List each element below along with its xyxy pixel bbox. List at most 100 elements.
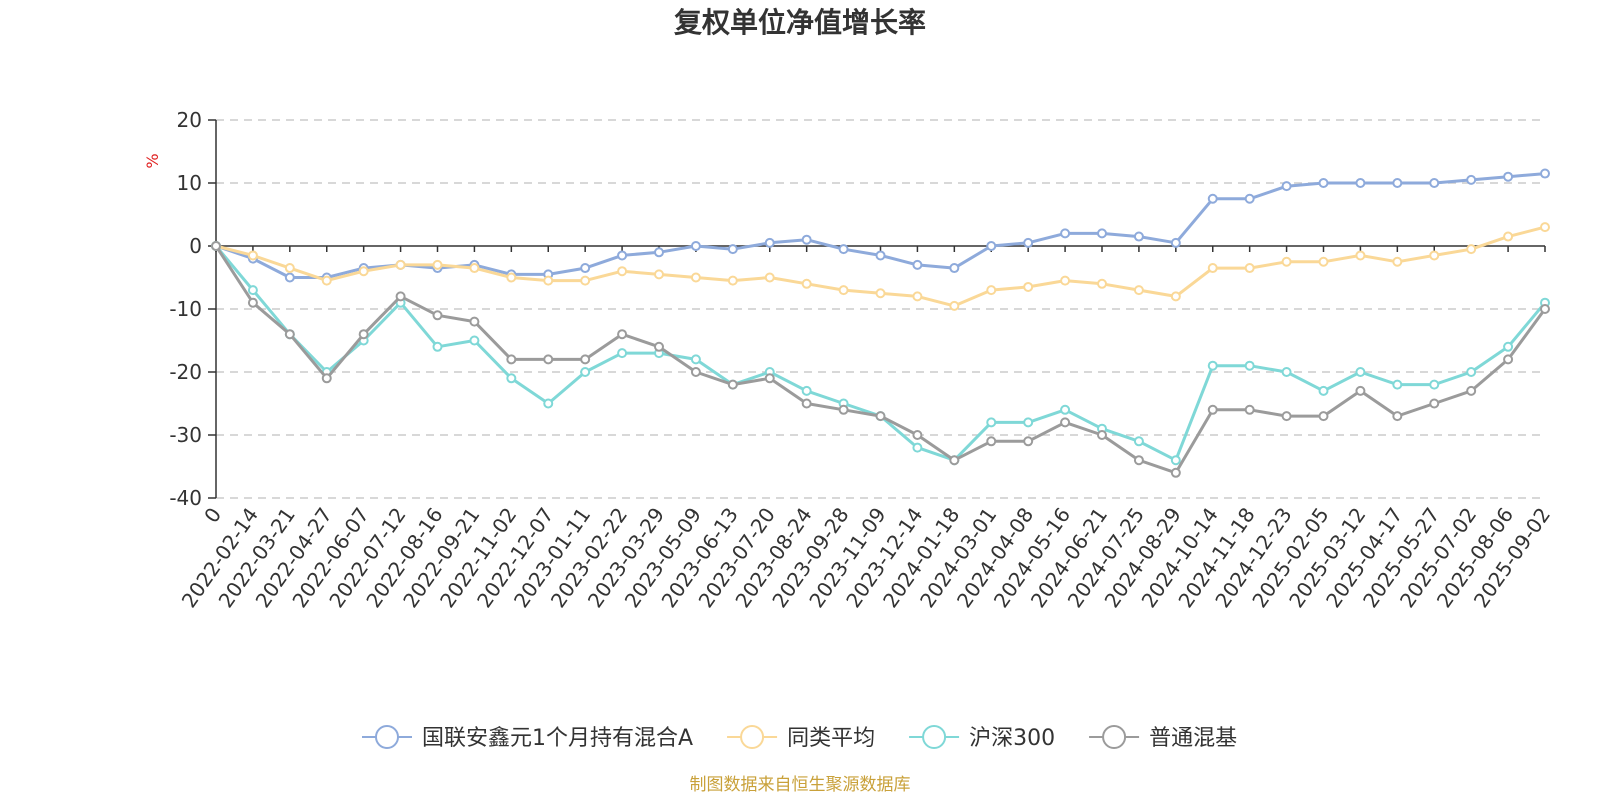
data-point — [284, 263, 295, 274]
legend-label: 沪深300 — [969, 726, 1055, 751]
data-point — [654, 247, 664, 258]
legend-item[interactable]: 沪深300 — [909, 725, 1055, 751]
data-point — [764, 272, 775, 283]
data-point — [1540, 304, 1550, 314]
y-tick-label: -40 — [169, 486, 202, 510]
data-point — [1318, 256, 1329, 267]
data-point — [432, 310, 443, 321]
data-point — [1429, 178, 1440, 188]
data-point — [1060, 228, 1071, 239]
data-point — [211, 241, 221, 251]
data-point — [801, 278, 812, 289]
data-point — [1355, 250, 1366, 261]
legend-marker — [922, 725, 947, 749]
data-point — [654, 341, 664, 352]
y-tick-label: -10 — [169, 297, 202, 321]
data-point — [986, 436, 997, 447]
data-point — [1207, 263, 1218, 274]
data-point — [580, 275, 591, 286]
data-point — [1060, 404, 1071, 415]
legend-label: 国联安鑫元1个月持有混合A — [422, 726, 693, 751]
data-point — [838, 285, 849, 296]
data-point — [690, 272, 701, 283]
data-point — [1133, 231, 1144, 242]
data-point — [690, 354, 701, 365]
data-point — [1392, 256, 1403, 267]
data-point — [1281, 181, 1292, 192]
data-point — [1170, 237, 1181, 248]
data-point — [1244, 263, 1255, 274]
data-point — [469, 263, 480, 274]
data-point — [1392, 379, 1403, 390]
y-tick-label: 20 — [177, 108, 202, 132]
data-point — [321, 275, 332, 286]
data-point — [1318, 411, 1329, 422]
data-point — [1097, 228, 1107, 239]
data-point — [247, 297, 258, 308]
data-point — [1023, 237, 1034, 248]
data-point — [1540, 222, 1550, 233]
legend-marker — [1102, 725, 1127, 749]
data-point — [949, 455, 960, 466]
data-point — [1503, 231, 1514, 242]
data-point — [1097, 430, 1107, 440]
legend-marker — [375, 725, 399, 749]
data-point — [690, 241, 701, 251]
data-point — [321, 373, 332, 384]
y-tick-label: 10 — [177, 171, 202, 195]
data-point — [395, 291, 406, 302]
data-point — [247, 285, 258, 296]
data-point — [1023, 281, 1034, 292]
data-point — [949, 300, 960, 311]
data-point — [1133, 455, 1144, 466]
series-group — [211, 222, 1550, 311]
data-point — [1133, 436, 1144, 447]
data-point — [1170, 467, 1181, 478]
data-point — [580, 354, 591, 365]
data-point — [1281, 256, 1292, 267]
legend-label: 普通混基 — [1149, 726, 1237, 751]
data-point — [358, 329, 369, 340]
data-point — [1429, 398, 1440, 409]
data-point — [1355, 367, 1366, 377]
data-point — [1503, 354, 1514, 365]
y-tick-label: -30 — [169, 423, 202, 447]
data-source-note: 制图数据来自恒生聚源数据库 — [690, 775, 911, 795]
legend-item[interactable]: 国联安鑫元1个月持有混合A — [362, 725, 693, 751]
data-point — [469, 335, 480, 346]
data-point — [1097, 278, 1107, 289]
data-point — [580, 367, 591, 377]
data-point — [1392, 411, 1403, 422]
legend[interactable]: 国联安鑫元1个月持有混合A 同类平均 沪深300 普通混基 — [362, 725, 1237, 751]
data-point — [1060, 275, 1071, 286]
data-point — [1540, 168, 1550, 179]
data-point — [1466, 385, 1477, 396]
data-point — [875, 288, 886, 299]
data-point — [912, 430, 923, 440]
data-point — [727, 244, 738, 255]
data-point — [1060, 417, 1071, 428]
series-line — [214, 245, 1547, 475]
data-point — [543, 354, 554, 365]
data-point — [1244, 360, 1255, 371]
y-tick-label: 0 — [189, 234, 202, 258]
data-point — [617, 266, 628, 277]
data-point — [1170, 455, 1181, 466]
data-point — [1281, 411, 1292, 422]
data-point — [543, 275, 554, 286]
data-point — [395, 259, 406, 270]
x-tick-label: 0 — [199, 503, 226, 527]
data-point — [506, 354, 517, 365]
data-point — [801, 398, 812, 409]
data-point — [617, 329, 628, 340]
legend-item[interactable]: 普通混基 — [1089, 725, 1237, 751]
data-point — [801, 234, 812, 245]
series-group — [211, 241, 1550, 478]
legend-label: 同类平均 — [787, 726, 875, 751]
data-point — [1318, 385, 1329, 396]
data-point — [875, 250, 886, 261]
legend-item[interactable]: 同类平均 — [727, 725, 875, 751]
data-point — [912, 442, 923, 453]
data-point — [690, 367, 701, 377]
